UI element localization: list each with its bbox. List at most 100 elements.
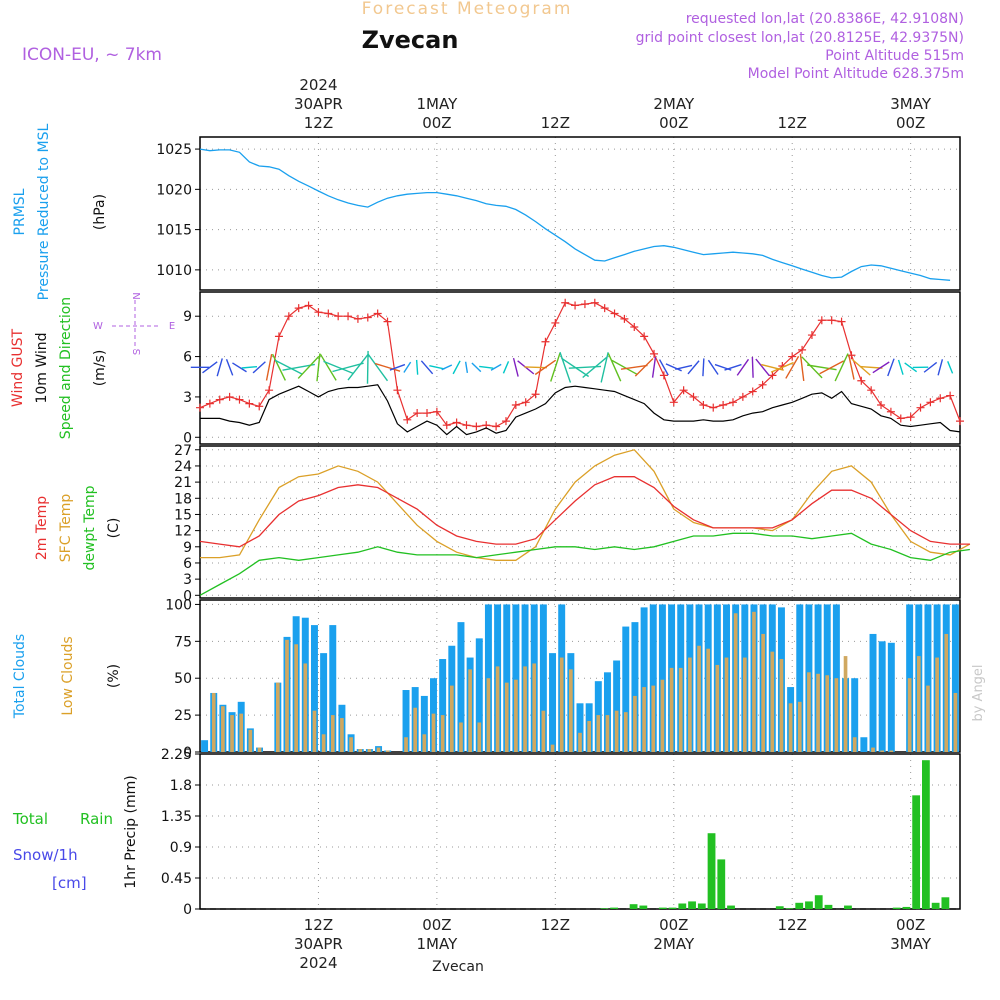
gust-marker	[541, 337, 550, 346]
wind-direction-arrow	[611, 359, 638, 375]
low-cloud-bar	[770, 651, 775, 752]
total-cloud-bar	[924, 604, 932, 752]
rain-bar	[824, 904, 833, 909]
gust-marker	[472, 422, 481, 431]
requested-coords: requested lon,lat (20.8386E, 42.9108N)	[686, 11, 964, 27]
low-cloud-bar	[559, 657, 564, 752]
snow-label: Snow/1h	[13, 846, 78, 864]
rain-bar	[795, 902, 804, 909]
rain-bar	[668, 907, 677, 909]
y-tick-label: 1025	[156, 142, 192, 158]
low-cloud-bar	[797, 701, 802, 752]
temp2m-label: 2m Temp	[34, 496, 50, 560]
pressure-series	[199, 148, 951, 281]
precip-panel: 0 0.45 0.9 1.35 1.8 2.25	[161, 747, 961, 918]
y-tick-label: 21	[174, 475, 192, 491]
low-cloud-bar	[248, 729, 253, 752]
gust-marker	[353, 314, 362, 323]
precip-unit: 1hr Precip (mm)	[123, 775, 139, 888]
gust-marker	[699, 400, 708, 409]
gust-marker	[511, 400, 520, 409]
gust-marker	[413, 409, 422, 418]
wind-series	[200, 384, 961, 436]
y-tick-label: 6	[183, 556, 192, 572]
top-time-label: 1MAY	[417, 95, 459, 113]
low-cloud-bar	[605, 715, 610, 752]
gust-marker	[877, 400, 886, 409]
total-cloud-bar	[640, 607, 648, 752]
low-cloud-bar	[788, 703, 793, 752]
low-cloud-bar	[825, 675, 830, 752]
gust-marker	[610, 309, 619, 318]
low-cloud-bar	[211, 692, 216, 752]
gust-marker	[758, 380, 767, 389]
rain-bar	[658, 907, 667, 909]
low-cloud-bar	[834, 678, 839, 752]
wind-direction-arrow	[502, 361, 510, 374]
gust-marker	[768, 371, 777, 380]
wind-direction-arrow	[225, 359, 234, 376]
y-tick-label: 15	[174, 507, 192, 523]
low-cloud-bar	[312, 710, 317, 752]
wind-direction-arrow	[607, 353, 622, 382]
low-cloud-bar	[761, 633, 765, 752]
wind-direction-arrow	[634, 357, 654, 377]
rain-bar	[902, 906, 911, 909]
gust-marker	[719, 400, 728, 409]
wind-direction-arrow	[271, 353, 286, 381]
gust-marker	[788, 352, 797, 361]
gust-marker	[383, 317, 392, 326]
top-time-label: 00Z	[896, 114, 925, 132]
wind-direction-arrow	[347, 354, 369, 381]
y-tick-label: 2.25	[161, 747, 192, 763]
rain-bar	[775, 906, 784, 909]
wind-direction-arrow	[770, 361, 794, 373]
wind-direction-arrow	[665, 363, 682, 372]
y-tick-label: 0	[183, 588, 192, 604]
rain-bar	[931, 902, 940, 909]
wind-direction-arrow	[252, 361, 266, 374]
low-cloud-bar	[697, 645, 701, 752]
total-cloud-bar	[951, 604, 959, 752]
total-cloud-bar	[420, 695, 428, 752]
low-cloud-bar	[871, 747, 875, 752]
y-tick-label: 0	[183, 745, 192, 761]
wind-direction-arrow	[736, 358, 750, 376]
gust-marker	[600, 304, 609, 313]
low-cloud-bar	[303, 663, 308, 752]
low-cloud-bar	[587, 721, 591, 752]
rain-bar	[844, 905, 852, 909]
gust-marker	[205, 399, 214, 408]
low-cloud-bar	[733, 613, 738, 752]
gust-marker	[650, 349, 659, 358]
low-cloud-bar	[852, 737, 857, 752]
y-tick-label: 3	[183, 572, 192, 588]
y-tick-label: 18	[174, 491, 192, 507]
total-cloud-bar	[539, 604, 547, 752]
wind-direction-arrow	[755, 358, 770, 377]
total-cloud-bar	[549, 653, 557, 752]
low-cloud-bar	[623, 712, 628, 752]
y-tick-label: 9	[183, 540, 192, 556]
top-time-label: 12Z	[778, 114, 807, 132]
wind-direction-arrow	[316, 353, 321, 382]
rain-bar	[697, 903, 706, 909]
wind-direction-arrow	[241, 365, 258, 369]
prmsl-label: PRMSL	[12, 188, 28, 235]
wind-direction-arrow	[367, 353, 389, 382]
pressure-unit: (hPa)	[92, 194, 108, 230]
y-tick-label: 1020	[156, 182, 192, 198]
dewpt-series	[199, 532, 970, 596]
low-cloud-bar	[376, 747, 381, 752]
rain-bar	[785, 908, 794, 909]
panel-frame	[199, 445, 961, 599]
gust-marker	[393, 386, 402, 395]
y-tick-label: 24	[174, 459, 192, 475]
temp2m-series	[199, 476, 970, 548]
low-cloud-bar	[477, 722, 482, 752]
low-cloud-bar	[523, 666, 527, 752]
top-time-label: 12Z	[541, 114, 570, 132]
y-tick-label: 1.35	[161, 809, 192, 825]
wind-direction-arrow	[452, 360, 461, 375]
wind-direction-arrow	[274, 359, 303, 375]
